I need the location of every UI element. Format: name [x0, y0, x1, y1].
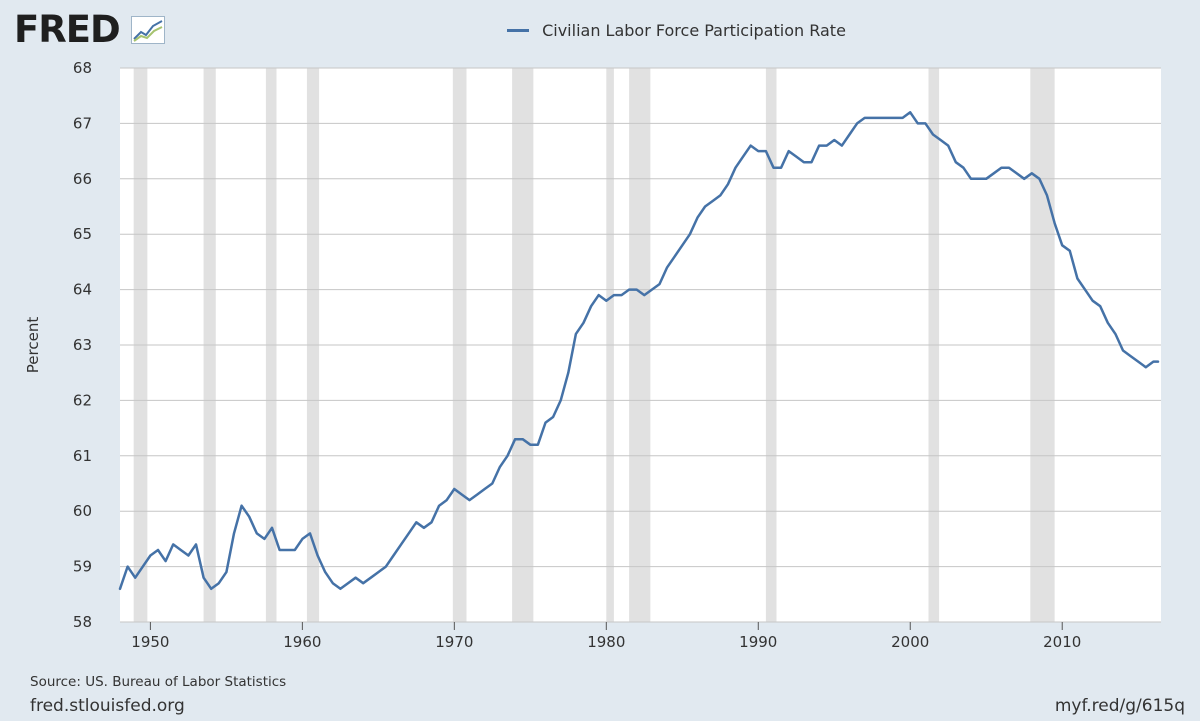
- line-chart-icon: [131, 16, 165, 44]
- y-tick-labels: 58 59 60 61 62 63 64 65 66 67 68: [73, 59, 92, 631]
- y-tick-label: 59: [73, 558, 92, 576]
- legend-label: Civilian Labor Force Participation Rate: [542, 21, 846, 40]
- y-tick-label: 66: [73, 170, 92, 188]
- y-tick-label: 58: [73, 613, 92, 631]
- x-tick-labels: 1950 1960 1970 1980 1990 2000 2010: [131, 622, 1081, 651]
- fred-logo: FRED: [14, 8, 121, 51]
- short-url-link[interactable]: myf.red/g/615q: [1054, 696, 1185, 716]
- series-line: [118, 111, 1160, 591]
- y-tick-label: 61: [73, 447, 92, 465]
- x-tick-label: 1950: [131, 633, 169, 651]
- y-axis-label: Percent: [24, 317, 42, 374]
- y-tick-label: 68: [73, 59, 92, 77]
- gridlines: [120, 67, 1161, 623]
- x-tick-label: 2000: [891, 633, 929, 651]
- y-tick-label: 65: [73, 225, 92, 243]
- y-tick-label: 62: [73, 391, 92, 409]
- y-tick-label: 63: [73, 336, 92, 354]
- x-tick-label: 1970: [435, 633, 473, 651]
- series-lines: [118, 111, 1160, 591]
- y-tick-label: 67: [73, 114, 92, 132]
- chart-legend: Civilian Labor Force Participation Rate: [507, 20, 846, 40]
- x-tick-label: 1990: [739, 633, 777, 651]
- x-tick-label: 1960: [283, 633, 321, 651]
- site-link[interactable]: fred.stlouisfed.org: [30, 696, 185, 716]
- legend-swatch: [507, 29, 529, 32]
- source-note: Source: US. Bureau of Labor Statistics: [30, 674, 287, 690]
- y-tick-label: 64: [73, 281, 92, 299]
- y-tick-label: 60: [73, 502, 92, 520]
- x-tick-label: 1980: [587, 633, 625, 651]
- x-tick-label: 2010: [1043, 633, 1081, 651]
